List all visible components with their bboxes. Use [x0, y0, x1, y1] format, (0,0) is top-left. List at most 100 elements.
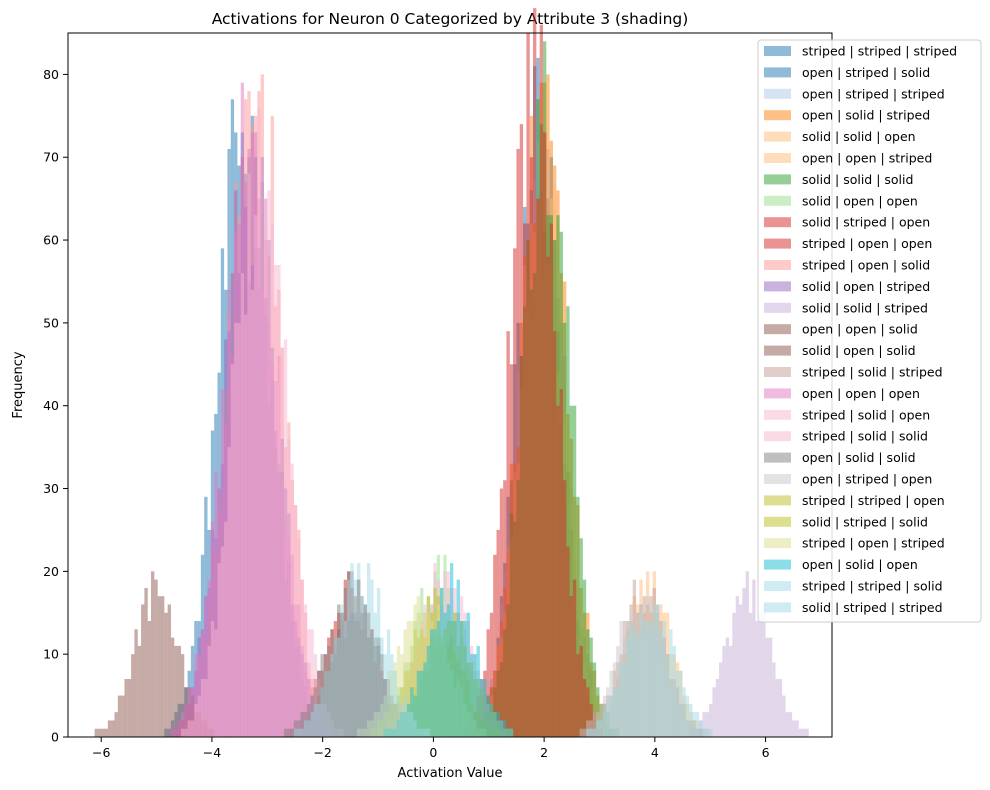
- histogram-bar: [217, 563, 221, 737]
- histogram-bar: [556, 405, 560, 737]
- legend-label: striped | solid | open: [802, 407, 930, 422]
- histogram-bar: [161, 596, 165, 737]
- legend-swatch: [764, 217, 791, 228]
- histogram-bar: [187, 720, 191, 737]
- histogram-bar: [400, 654, 404, 737]
- histogram-bar: [695, 712, 700, 737]
- histogram-bar: [602, 712, 607, 737]
- legend-label: solid | striped | solid: [802, 514, 928, 529]
- legend-swatch: [764, 495, 791, 506]
- histogram-bar: [576, 654, 580, 737]
- histogram-bar: [642, 621, 646, 737]
- histogram-bar: [758, 612, 763, 737]
- histogram-bar: [503, 720, 507, 737]
- histogram-bar: [742, 587, 746, 737]
- histogram-bar: [300, 728, 304, 737]
- x-tick-label: −2: [313, 745, 331, 760]
- histogram-bar: [719, 662, 723, 737]
- histogram-bar: [141, 604, 145, 737]
- histogram-bar: [104, 728, 108, 737]
- legend-label: open | solid | open: [802, 557, 918, 572]
- legend-swatch: [764, 538, 791, 549]
- histogram-bar: [476, 645, 480, 737]
- histogram-bar: [665, 654, 670, 737]
- histogram-bar: [273, 264, 278, 737]
- histogram-bar: [682, 687, 686, 737]
- histogram-bar: [499, 488, 504, 737]
- histogram-bar: [260, 157, 264, 738]
- histogram-bar: [576, 496, 580, 737]
- histogram-bar: [562, 480, 567, 737]
- legend-swatch: [764, 174, 791, 185]
- histogram-bar: [519, 124, 524, 738]
- histogram-bar: [582, 728, 587, 737]
- histogram-bar: [772, 662, 776, 737]
- series-9: [463, 8, 603, 738]
- histogram-bar: [164, 612, 168, 737]
- histogram-bar: [436, 621, 441, 737]
- y-tick-label: 0: [51, 730, 59, 745]
- y-tick-label: 40: [43, 398, 59, 413]
- histogram-bar: [340, 604, 344, 737]
- histogram-bar: [413, 695, 417, 737]
- histogram-bar: [582, 579, 587, 737]
- histogram-bar: [433, 629, 437, 737]
- histogram-bar: [456, 579, 460, 737]
- histogram-bar: [400, 703, 404, 737]
- y-axis-label: Frequency: [11, 351, 26, 418]
- histogram-bar: [792, 720, 796, 737]
- histogram-bar: [350, 563, 354, 737]
- histogram-bar: [752, 579, 756, 737]
- legend-swatch: [764, 581, 791, 591]
- histogram-bar: [390, 654, 394, 737]
- legend-label: solid | solid | solid: [802, 172, 913, 187]
- legend-swatch: [764, 388, 791, 399]
- histogram-bar: [592, 728, 597, 737]
- legend-label: open | open | striped: [802, 151, 932, 166]
- histogram-bar: [297, 728, 301, 737]
- histogram-bar: [606, 703, 610, 737]
- histogram-bar: [413, 604, 417, 737]
- histogram-bar: [131, 654, 135, 737]
- legend-label: solid | open | striped: [802, 279, 930, 294]
- y-tick-label: 10: [43, 647, 59, 662]
- histogram-bar: [347, 579, 351, 737]
- histogram-bar: [655, 604, 660, 737]
- histogram-bar: [440, 587, 444, 737]
- x-tick-label: −6: [92, 745, 110, 760]
- legend-swatch: [764, 302, 791, 313]
- histogram-bar: [662, 621, 666, 737]
- histogram-bar: [589, 637, 593, 737]
- legend-swatch: [764, 474, 791, 484]
- histogram-bar: [177, 645, 181, 737]
- legend-label: solid | striped | striped: [802, 600, 943, 615]
- histogram-bar: [353, 579, 357, 737]
- histogram-bar: [586, 629, 590, 737]
- histogram-bar: [263, 215, 268, 737]
- legend-label: open | solid | solid: [802, 450, 916, 465]
- histogram-bar: [489, 703, 494, 737]
- histogram-bar: [416, 670, 421, 737]
- legend-swatch: [764, 131, 791, 142]
- histogram-bar: [579, 728, 583, 737]
- histogram-bar: [569, 405, 573, 737]
- histogram-bar: [546, 256, 550, 737]
- chart-title: Activations for Neuron 0 Categorized by …: [212, 10, 689, 28]
- histogram-bar: [101, 728, 105, 737]
- histogram-bar: [596, 720, 600, 737]
- histogram-bar: [197, 654, 201, 737]
- legend-label: striped | open | striped: [802, 536, 945, 551]
- histogram-bar: [586, 687, 590, 737]
- histogram-bar: [702, 728, 706, 737]
- histogram-bar: [579, 538, 583, 737]
- histogram-bar: [300, 579, 304, 737]
- histogram-bar: [423, 728, 427, 737]
- x-tick-label: −4: [203, 745, 221, 760]
- histogram-bar: [778, 679, 783, 737]
- histogram-bar: [416, 728, 421, 737]
- legend-swatch: [764, 67, 791, 78]
- histogram-bar: [496, 529, 500, 737]
- histogram-bar: [675, 670, 680, 737]
- histogram-bar: [423, 662, 427, 737]
